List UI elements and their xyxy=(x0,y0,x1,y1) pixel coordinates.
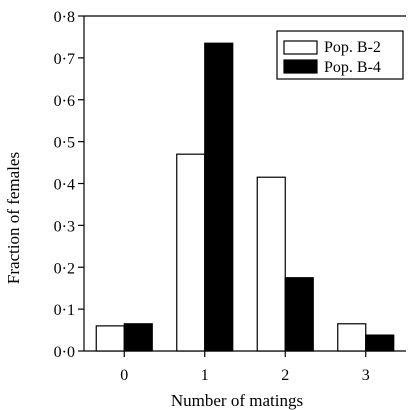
x-tick-label: 0 xyxy=(120,367,128,384)
legend-swatch-pop-b4 xyxy=(283,59,318,74)
legend-swatch-pop-b2 xyxy=(283,40,318,55)
bar-pop-b2-1 xyxy=(176,153,206,352)
y-tick-label: 0·7 xyxy=(54,51,75,68)
x-tick-label: 2 xyxy=(281,367,289,384)
x-axis: 0 1 2 3 xyxy=(120,351,370,384)
y-tick-label: 0·0 xyxy=(54,344,75,361)
y-tick-label: 0·3 xyxy=(54,218,75,235)
x-axis-title: Number of matings xyxy=(171,391,303,410)
bars xyxy=(95,42,395,352)
bar-pop-b2-2 xyxy=(256,176,286,352)
y-axis-title: Fraction of females xyxy=(4,152,23,284)
y-tick-label: 0·4 xyxy=(54,177,75,194)
legend-label-pop-b4: Pop. B-4 xyxy=(324,59,381,76)
bar-pop-b4-3 xyxy=(365,334,395,352)
y-tick-label: 0·2 xyxy=(54,260,75,277)
bar-pop-b4-2 xyxy=(284,277,314,352)
y-tick-label: 0·8 xyxy=(54,9,75,26)
bar-pop-b4-1 xyxy=(204,42,234,352)
y-tick-label: 0·1 xyxy=(54,302,75,319)
legend-label-pop-b2: Pop. B-2 xyxy=(324,39,381,56)
x-tick-label: 3 xyxy=(362,367,370,384)
y-tick-label: 0·5 xyxy=(54,135,75,152)
x-tick-label: 1 xyxy=(201,367,209,384)
bar-pop-b2-3 xyxy=(337,323,367,352)
legend: Pop. B-2 Pop. B-4 xyxy=(276,30,404,80)
bar-pop-b2-0 xyxy=(95,325,125,352)
bar-pop-b4-0 xyxy=(123,323,153,352)
y-axis: 0·0 0·1 0·2 0·3 0·4 0·5 0·6 0·7 0·8 xyxy=(54,9,84,361)
y-tick-label: 0·6 xyxy=(54,93,75,110)
